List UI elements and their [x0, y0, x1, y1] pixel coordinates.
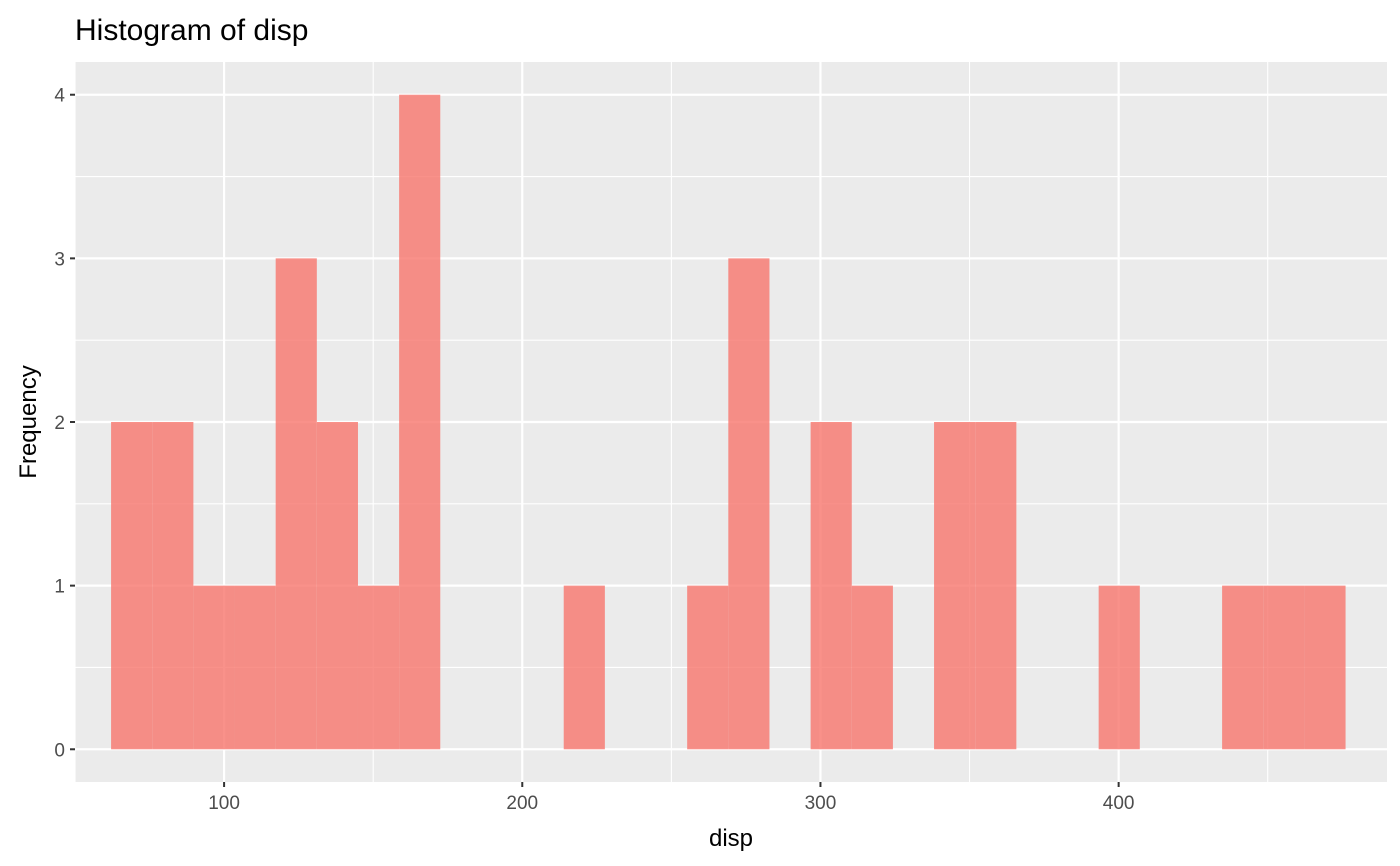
histogram-bar — [1222, 585, 1264, 750]
x-tick-label: 200 — [506, 793, 538, 814]
histogram-bar — [316, 422, 358, 750]
y-axis: 0 1 2 3 4 — [54, 86, 75, 761]
histogram-bar — [1263, 585, 1305, 750]
chart-title: Histogram of disp — [75, 14, 308, 47]
y-axis-title: Frequency — [15, 365, 42, 478]
histogram-bar — [563, 585, 605, 750]
histogram-bar — [399, 94, 441, 750]
y-tick-label: 2 — [54, 413, 65, 434]
histogram-bar — [687, 585, 729, 750]
histogram-bar — [1098, 585, 1140, 750]
y-tick-label: 3 — [54, 249, 65, 270]
histogram-bar — [934, 422, 976, 750]
x-tick-label: 100 — [208, 793, 240, 814]
x-axis: 100 200 300 400 — [208, 782, 1134, 814]
histogram-bar — [357, 585, 400, 750]
histogram-bar — [234, 585, 276, 750]
histogram-bar — [193, 585, 235, 750]
histogram-bar — [152, 422, 194, 750]
x-tick-label: 300 — [805, 793, 837, 814]
x-tick-label: 400 — [1103, 793, 1135, 814]
histogram-bar — [1304, 585, 1346, 750]
histogram-bars — [111, 94, 1346, 750]
x-axis-title: disp — [709, 825, 753, 852]
histogram-bar — [975, 422, 1017, 750]
y-tick-label: 4 — [54, 86, 65, 107]
histogram-bar — [111, 422, 153, 750]
histogram-bar — [275, 258, 317, 750]
y-tick-label: 0 — [54, 740, 65, 761]
histogram-bar — [810, 422, 852, 750]
histogram-bar — [851, 585, 893, 750]
histogram-bar — [728, 258, 770, 750]
y-tick-label: 1 — [54, 577, 65, 598]
